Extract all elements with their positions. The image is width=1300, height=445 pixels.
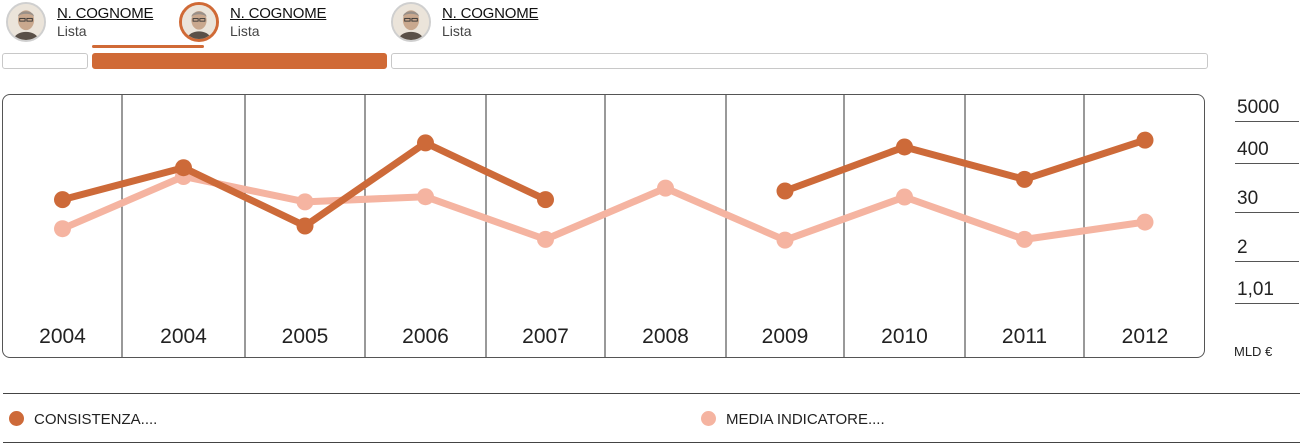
chart-panel: 2004 2004 2005 2006 2007 2008 2009 2010 2011 2012: [2, 94, 1205, 358]
x-tick-label: 2006: [402, 325, 449, 348]
selection-bar-1[interactable]: [2, 53, 88, 69]
data-point: [1016, 170, 1033, 188]
data-point: [657, 179, 674, 197]
x-tick-label: 2008: [642, 325, 689, 348]
legend-divider-bottom: [3, 442, 1300, 443]
selection-bar-3[interactable]: [391, 53, 1208, 69]
data-point: [776, 231, 794, 249]
data-point: [175, 159, 192, 177]
legend-divider-top: [3, 393, 1300, 394]
data-point: [896, 188, 913, 206]
candidate-3[interactable]: N. COGNOME Lista: [391, 2, 551, 44]
y-tick-label: 400: [1237, 139, 1269, 160]
x-tick-label: 2004: [39, 325, 86, 348]
y-tick-label: 5000: [1237, 97, 1280, 118]
candidate-list: Lista: [57, 23, 87, 39]
candidate-1[interactable]: N. COGNOME Lista: [6, 2, 166, 44]
y-tick: 400: [1235, 139, 1299, 164]
series-line: [59, 172, 1149, 244]
candidate-name[interactable]: N. COGNOME: [57, 5, 154, 22]
y-tick: 30: [1235, 188, 1299, 213]
y-tick-label: 2: [1237, 237, 1248, 258]
y-tick-label: 30: [1237, 188, 1259, 209]
data-point: [1016, 230, 1033, 248]
data-point: [417, 134, 434, 152]
x-tick-label: 2004: [160, 325, 207, 348]
data-point: [296, 217, 314, 235]
x-tick-label: 2005: [282, 325, 329, 348]
y-tick: 5000: [1235, 97, 1299, 122]
data-point: [776, 182, 794, 200]
x-tick-label: 2010: [881, 325, 928, 348]
legend-item-series1[interactable]: CONSISTENZA....: [9, 409, 209, 429]
line-chart: 2004 2004 2005 2006 2007 2008 2009 2010 2011 2012: [39, 95, 1169, 357]
candidate-list: Lista: [230, 23, 260, 39]
data-point: [537, 230, 554, 248]
candidate-list: Lista: [442, 23, 472, 39]
candidate-name[interactable]: N. COGNOME: [442, 5, 539, 22]
avatar: [391, 2, 431, 42]
legend-dot-icon: [9, 411, 24, 426]
data-point: [1136, 131, 1154, 149]
data-point: [537, 191, 554, 209]
data-point: [54, 220, 71, 238]
x-tick-label: 2009: [762, 325, 809, 348]
candidate-name[interactable]: N. COGNOME: [230, 5, 327, 22]
avatar: [179, 2, 219, 42]
legend-label: MEDIA INDICATORE....: [726, 411, 885, 428]
y-tick: 1,01: [1235, 279, 1299, 304]
data-point: [1136, 213, 1154, 231]
y-tick-label: 1,01: [1237, 279, 1274, 300]
avatar: [6, 2, 46, 42]
data-point: [54, 191, 71, 209]
legend-label: CONSISTENZA....: [34, 411, 158, 428]
candidate-2[interactable]: N. COGNOME Lista: [179, 2, 339, 44]
selection-bar-2[interactable]: [92, 53, 387, 69]
x-tick-label: 2011: [1002, 325, 1047, 348]
y-axis-unit: MLD €: [1234, 344, 1273, 359]
data-point: [296, 193, 314, 211]
x-tick-label: 2012: [1122, 325, 1169, 348]
data-point: [417, 188, 434, 206]
x-tick-label: 2007: [522, 325, 569, 348]
data-point: [896, 138, 913, 156]
active-candidate-underline: [92, 45, 204, 48]
y-tick: 2: [1235, 237, 1299, 262]
series-line: [781, 136, 1149, 195]
legend-dot-icon: [701, 411, 716, 426]
legend-item-series2[interactable]: MEDIA INDICATORE....: [701, 409, 941, 429]
